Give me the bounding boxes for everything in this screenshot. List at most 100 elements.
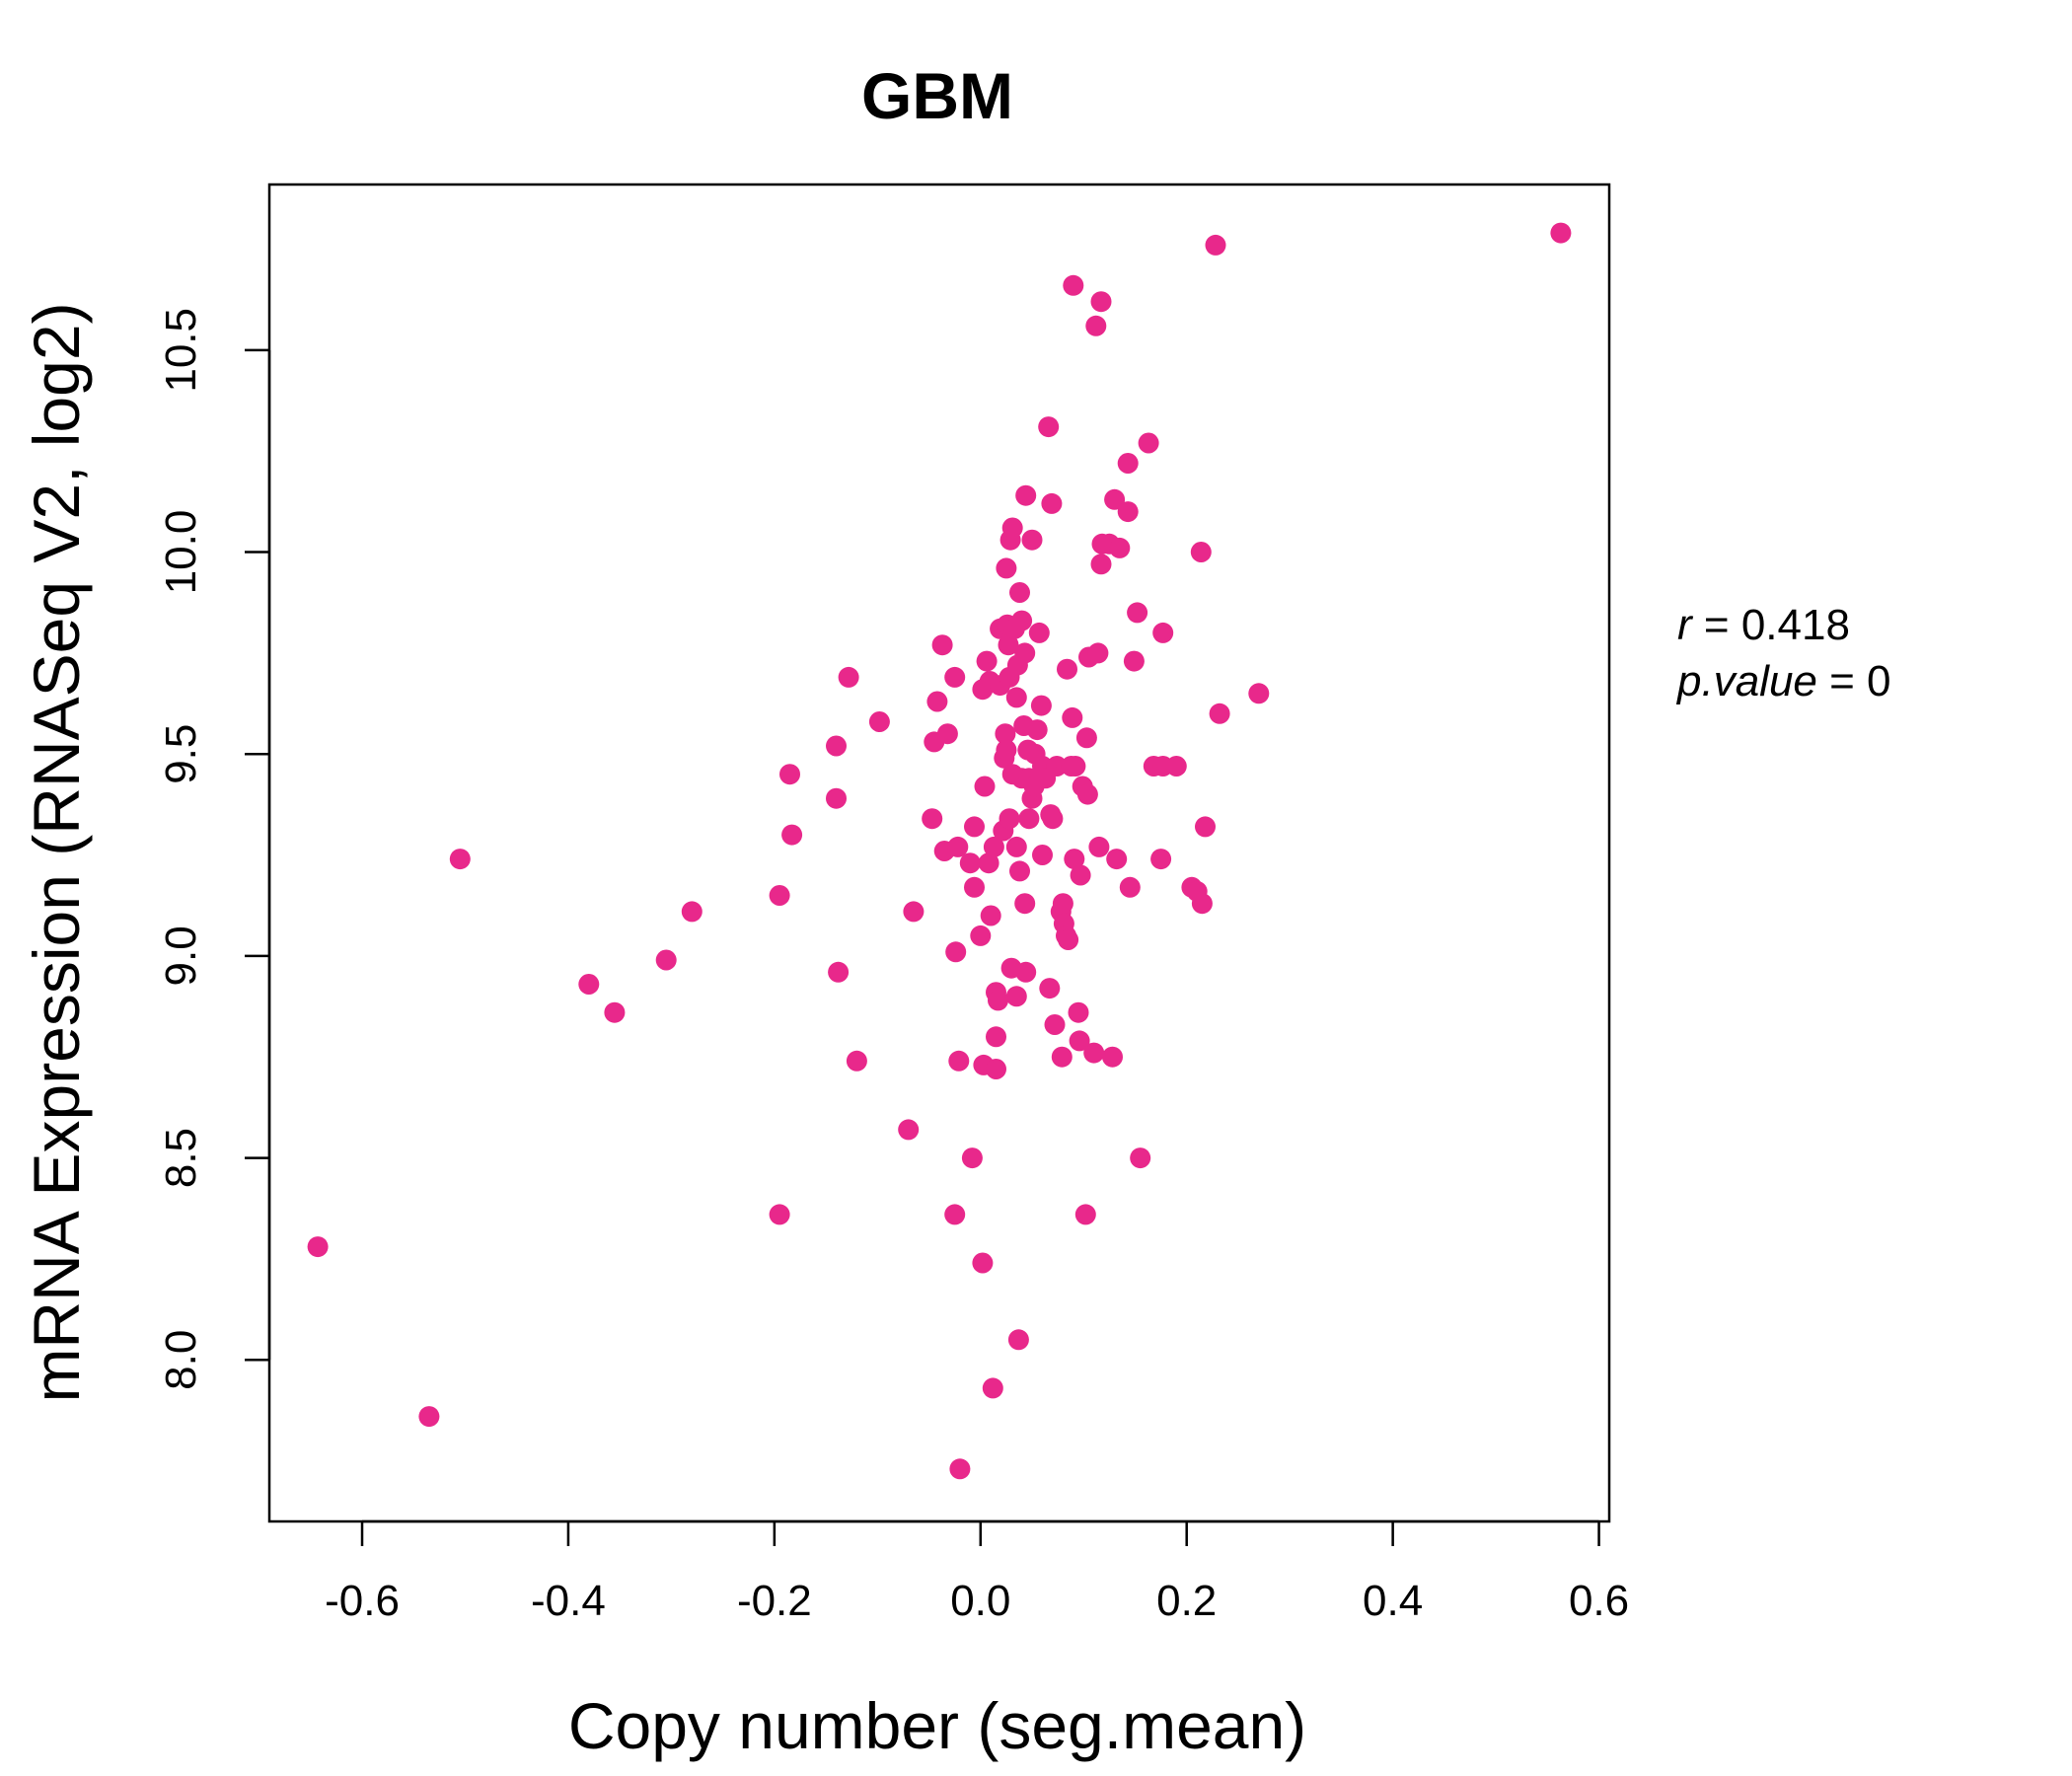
data-point xyxy=(1052,893,1073,915)
data-point xyxy=(944,666,966,688)
data-point xyxy=(1195,816,1216,838)
data-point xyxy=(980,905,1001,926)
data-point xyxy=(1018,808,1040,830)
y-tick-label: 8.0 xyxy=(157,1330,205,1390)
data-point xyxy=(982,1377,1003,1399)
data-point xyxy=(578,974,600,995)
data-point xyxy=(1068,1001,1089,1023)
y-tick-label: 8.5 xyxy=(157,1128,205,1188)
p-value: 0 xyxy=(1867,657,1890,705)
data-point xyxy=(1009,582,1030,603)
r-label: r xyxy=(1677,601,1694,649)
data-point xyxy=(986,1026,1006,1048)
data-point xyxy=(1104,488,1126,510)
data-point xyxy=(1248,683,1270,704)
data-point xyxy=(976,650,998,672)
data-point xyxy=(1205,234,1226,256)
data-point xyxy=(999,808,1020,830)
data-point xyxy=(996,557,1017,579)
data-point xyxy=(1138,432,1159,454)
data-point xyxy=(1076,783,1098,805)
data-point xyxy=(1190,542,1212,562)
data-point xyxy=(1117,453,1139,474)
data-points xyxy=(307,222,1572,1480)
y-tick-label: 10.5 xyxy=(157,308,205,393)
data-point xyxy=(826,787,847,809)
data-point xyxy=(1014,642,1036,664)
r-value: 0.418 xyxy=(1741,601,1850,649)
y-tick-label: 9.5 xyxy=(157,724,205,784)
data-point xyxy=(826,735,847,757)
data-point xyxy=(1075,727,1097,749)
data-point xyxy=(681,901,703,923)
data-point xyxy=(1062,706,1083,728)
data-point xyxy=(986,1059,1006,1079)
data-point xyxy=(961,1147,983,1169)
data-point xyxy=(995,723,1016,745)
data-point xyxy=(983,836,1004,857)
y-axis: 8.0 8.5 9.0 9.5 10.0 10.5 xyxy=(157,308,271,1390)
data-point xyxy=(1042,808,1064,830)
data-point xyxy=(949,1458,971,1480)
data-point xyxy=(1009,860,1030,882)
data-point xyxy=(1038,416,1060,438)
data-point xyxy=(1005,986,1027,1007)
data-point xyxy=(1014,893,1036,915)
data-point xyxy=(868,711,890,732)
data-point xyxy=(922,808,943,830)
data-point xyxy=(1015,484,1037,506)
data-point xyxy=(1119,876,1141,898)
data-point xyxy=(988,990,1008,1011)
data-point xyxy=(1088,836,1110,857)
data-point xyxy=(1057,658,1077,680)
x-tick-label: 0.6 xyxy=(1569,1577,1629,1625)
x-tick-label: 0.2 xyxy=(1156,1577,1217,1625)
data-point xyxy=(1005,687,1027,708)
data-point xyxy=(1117,501,1139,523)
x-axis-label: Copy number (seg.mean) xyxy=(568,1689,1306,1762)
data-point xyxy=(1039,978,1061,999)
data-point xyxy=(1102,1046,1123,1068)
x-tick-label: 0.4 xyxy=(1363,1577,1423,1625)
data-point xyxy=(769,1204,790,1225)
data-point xyxy=(1083,1042,1105,1064)
data-point xyxy=(978,852,999,874)
data-point xyxy=(998,634,1019,656)
data-point xyxy=(1064,849,1085,870)
data-point xyxy=(972,1252,994,1274)
data-point xyxy=(418,1406,440,1428)
r-equals: = xyxy=(1692,601,1741,649)
data-point xyxy=(996,739,1017,761)
correlation-annotation: r = 0.418 xyxy=(1677,601,1850,649)
data-point xyxy=(936,723,958,745)
data-point xyxy=(1106,849,1128,870)
x-tick-label: -0.4 xyxy=(531,1577,606,1625)
data-point xyxy=(964,816,985,838)
data-point xyxy=(948,1050,970,1072)
data-point xyxy=(947,836,969,857)
data-point xyxy=(1032,845,1053,865)
data-point xyxy=(964,876,985,898)
data-point xyxy=(604,1001,626,1023)
data-point xyxy=(1127,602,1148,624)
data-point xyxy=(1069,1030,1090,1052)
data-point xyxy=(1087,642,1109,664)
data-point xyxy=(898,1119,920,1141)
data-point xyxy=(449,849,471,870)
x-tick-label: -0.2 xyxy=(737,1577,812,1625)
data-point xyxy=(1085,315,1107,336)
data-point xyxy=(1011,610,1033,631)
data-point xyxy=(959,852,981,874)
data-point xyxy=(1550,222,1572,244)
data-point xyxy=(1109,537,1131,558)
data-point xyxy=(769,885,790,906)
y-tick-label: 10.0 xyxy=(157,510,205,595)
data-point xyxy=(1123,650,1145,672)
data-point xyxy=(1065,756,1086,777)
data-point xyxy=(944,1204,966,1225)
data-point xyxy=(781,824,803,846)
data-point xyxy=(1041,492,1063,514)
chart-title: GBM xyxy=(861,59,1013,132)
data-point xyxy=(931,634,953,656)
